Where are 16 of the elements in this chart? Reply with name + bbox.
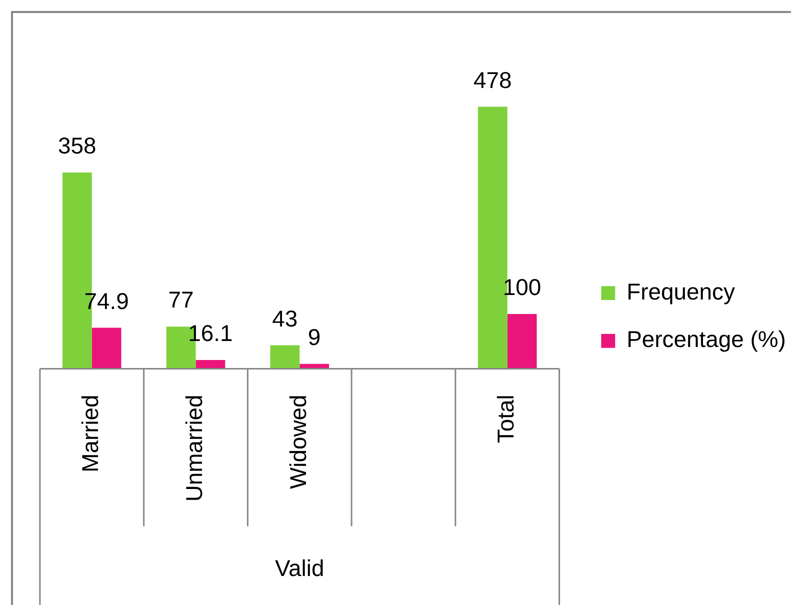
x-tick-label: Married <box>77 394 104 472</box>
x-tick-label: Unmarried <box>181 394 208 502</box>
bar <box>92 328 122 369</box>
data-label: 9 <box>308 324 321 350</box>
data-label: 77 <box>168 286 194 313</box>
x-axis-title: Valid <box>274 554 324 581</box>
data-label: 43 <box>272 305 298 332</box>
x-tick-label: Widowed <box>284 394 311 489</box>
legend-label: Frequency <box>626 278 736 304</box>
bar <box>270 345 300 369</box>
bar <box>507 314 537 369</box>
x-tick-label: Total <box>492 394 519 444</box>
data-label: 358 <box>58 132 96 159</box>
data-label: 478 <box>474 66 512 93</box>
legend-label: Percentage (%) <box>626 326 786 352</box>
bar <box>196 360 226 369</box>
